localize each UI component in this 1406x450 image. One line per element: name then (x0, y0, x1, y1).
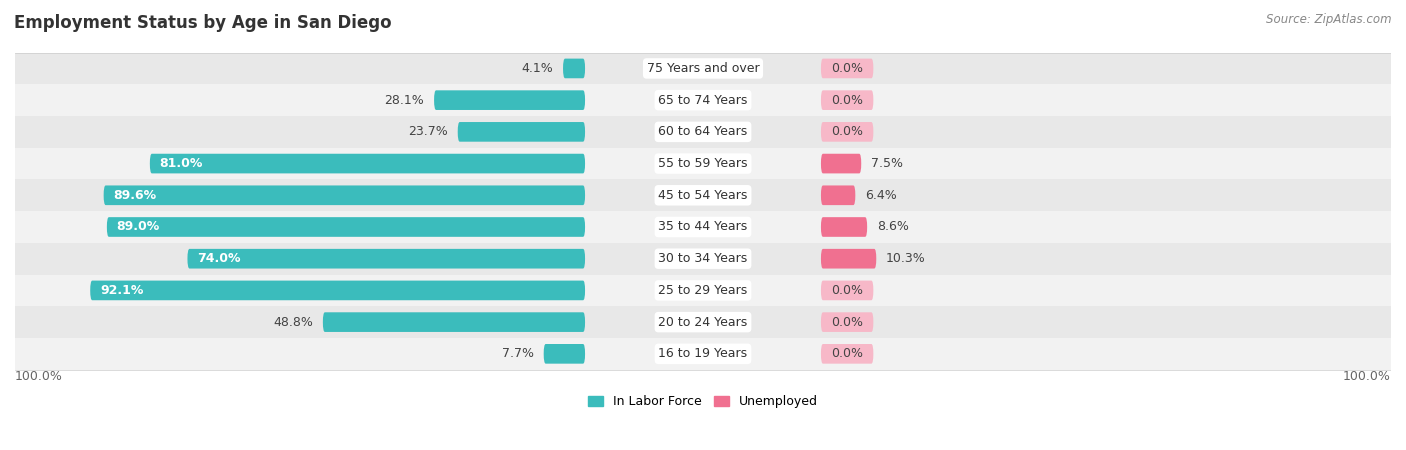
Text: 89.0%: 89.0% (117, 220, 160, 234)
Text: 28.1%: 28.1% (384, 94, 425, 107)
Text: 35 to 44 Years: 35 to 44 Years (658, 220, 748, 234)
Text: Source: ZipAtlas.com: Source: ZipAtlas.com (1267, 14, 1392, 27)
FancyBboxPatch shape (821, 249, 876, 269)
FancyBboxPatch shape (544, 344, 585, 364)
Bar (15, 180, 1391, 211)
Text: 4.1%: 4.1% (522, 62, 553, 75)
FancyBboxPatch shape (821, 122, 873, 142)
Text: 55 to 59 Years: 55 to 59 Years (658, 157, 748, 170)
FancyBboxPatch shape (821, 281, 873, 300)
Text: 89.6%: 89.6% (114, 189, 156, 202)
Text: 0.0%: 0.0% (831, 126, 863, 138)
Text: 6.4%: 6.4% (865, 189, 897, 202)
Bar (15, 274, 1391, 306)
FancyBboxPatch shape (434, 90, 585, 110)
Text: 100.0%: 100.0% (15, 370, 63, 382)
Text: 0.0%: 0.0% (831, 315, 863, 328)
FancyBboxPatch shape (150, 154, 585, 173)
FancyBboxPatch shape (821, 312, 873, 332)
Text: 74.0%: 74.0% (197, 252, 240, 265)
Text: 45 to 54 Years: 45 to 54 Years (658, 189, 748, 202)
FancyBboxPatch shape (104, 185, 585, 205)
FancyBboxPatch shape (821, 90, 873, 110)
Bar (15, 84, 1391, 116)
Text: 20 to 24 Years: 20 to 24 Years (658, 315, 748, 328)
Text: 10.3%: 10.3% (886, 252, 927, 265)
FancyBboxPatch shape (821, 154, 862, 173)
Bar (15, 116, 1391, 148)
Legend: In Labor Force, Unemployed: In Labor Force, Unemployed (583, 390, 823, 413)
FancyBboxPatch shape (107, 217, 585, 237)
Bar (15, 338, 1391, 370)
FancyBboxPatch shape (821, 58, 873, 78)
FancyBboxPatch shape (90, 281, 585, 300)
Text: 0.0%: 0.0% (831, 284, 863, 297)
Text: 0.0%: 0.0% (831, 62, 863, 75)
Text: 75 Years and over: 75 Years and over (647, 62, 759, 75)
Text: 92.1%: 92.1% (100, 284, 143, 297)
FancyBboxPatch shape (821, 185, 855, 205)
Text: 65 to 74 Years: 65 to 74 Years (658, 94, 748, 107)
Text: 0.0%: 0.0% (831, 94, 863, 107)
Bar (15, 211, 1391, 243)
Bar (15, 243, 1391, 274)
FancyBboxPatch shape (562, 58, 585, 78)
Text: 0.0%: 0.0% (831, 347, 863, 360)
FancyBboxPatch shape (323, 312, 585, 332)
Text: 23.7%: 23.7% (408, 126, 449, 138)
Text: 16 to 19 Years: 16 to 19 Years (658, 347, 748, 360)
Bar (15, 53, 1391, 84)
FancyBboxPatch shape (821, 344, 873, 364)
Text: 48.8%: 48.8% (273, 315, 314, 328)
Text: 7.7%: 7.7% (502, 347, 534, 360)
Text: 8.6%: 8.6% (877, 220, 908, 234)
Text: 30 to 34 Years: 30 to 34 Years (658, 252, 748, 265)
Text: 100.0%: 100.0% (1343, 370, 1391, 382)
FancyBboxPatch shape (458, 122, 585, 142)
Bar (15, 306, 1391, 338)
Text: 25 to 29 Years: 25 to 29 Years (658, 284, 748, 297)
Text: 60 to 64 Years: 60 to 64 Years (658, 126, 748, 138)
Bar (15, 148, 1391, 180)
FancyBboxPatch shape (821, 217, 868, 237)
Text: 81.0%: 81.0% (160, 157, 202, 170)
Text: Employment Status by Age in San Diego: Employment Status by Age in San Diego (14, 14, 392, 32)
Text: 7.5%: 7.5% (872, 157, 903, 170)
FancyBboxPatch shape (187, 249, 585, 269)
